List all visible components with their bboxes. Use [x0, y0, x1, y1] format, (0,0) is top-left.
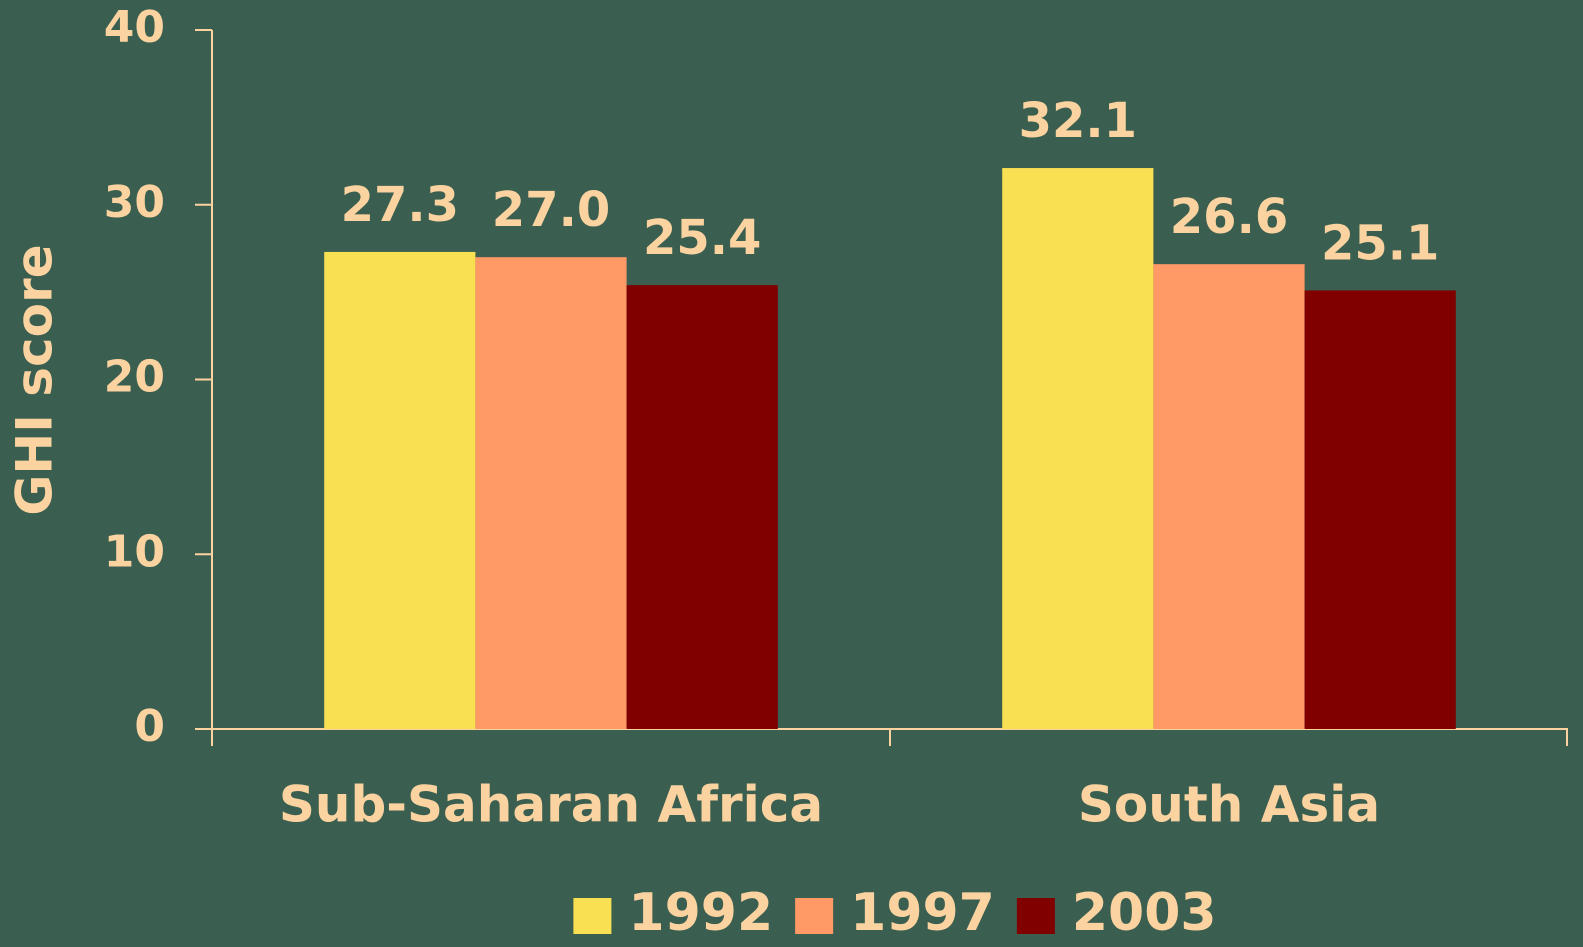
- x-tick-label: South Asia: [1078, 776, 1380, 834]
- x-tick-label: Sub-Saharan Africa: [279, 776, 823, 834]
- y-tick-label: 20: [104, 352, 165, 403]
- legend-label: 1992: [628, 883, 773, 943]
- y-tick-label: 10: [104, 526, 165, 577]
- legend-swatch: [573, 898, 612, 934]
- legend-label: 1997: [850, 883, 995, 943]
- bar: [1002, 168, 1154, 730]
- legend-swatch: [795, 898, 834, 934]
- legend-swatch: [1016, 898, 1055, 934]
- legend: 1992 1997 2003: [573, 883, 1217, 943]
- y-tick-label: 30: [104, 177, 165, 228]
- bar: [1153, 264, 1305, 729]
- value-label: 25.1: [1321, 215, 1439, 271]
- value-label: 32.1: [1019, 93, 1137, 149]
- bar: [475, 257, 627, 729]
- value-label: 27.0: [492, 182, 610, 238]
- bar: [626, 285, 778, 729]
- value-label: 26.6: [1170, 189, 1288, 245]
- legend-label: 2003: [1072, 883, 1217, 943]
- y-tick-label: 40: [104, 2, 165, 53]
- value-label: 25.4: [643, 210, 761, 266]
- bar: [324, 251, 476, 729]
- y-tick-label: 0: [134, 701, 165, 752]
- y-axis-title: GHI score: [6, 244, 64, 515]
- value-label: 27.3: [341, 177, 459, 233]
- bar: [1304, 290, 1456, 729]
